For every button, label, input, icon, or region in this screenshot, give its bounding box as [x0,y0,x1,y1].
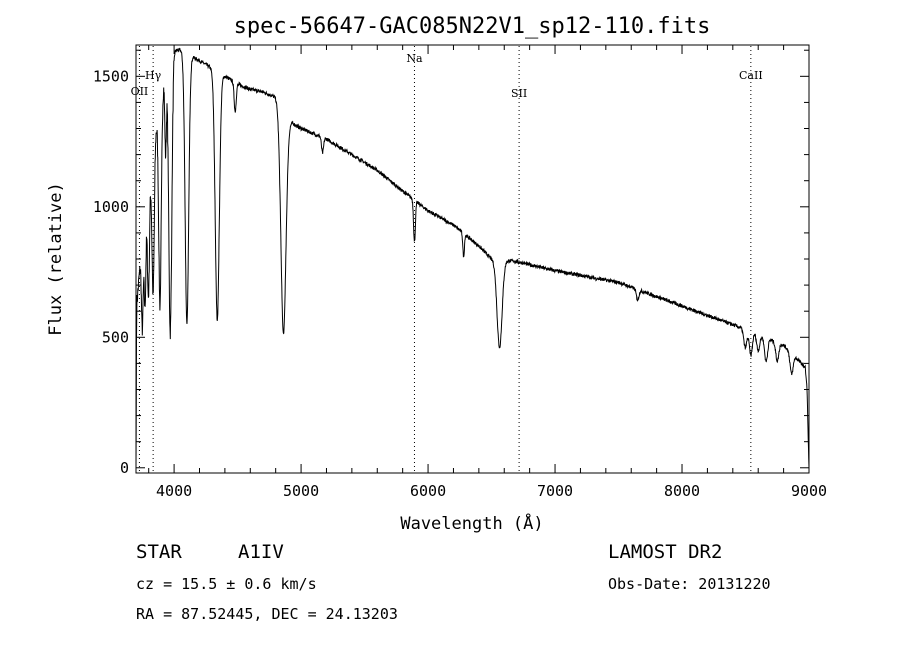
x-tick-label: 6000 [410,482,446,500]
plot-frame [135,44,810,474]
x-tick-label: 8000 [664,482,700,500]
line-label: Na [406,52,423,65]
x-tick-label: 9000 [791,482,827,500]
chart-title: spec-56647-GAC085N22V1_sp12-110.fits [234,14,711,39]
info-block: STAR A1IV LAMOST DR2 cz = 15.5 ± 0.6 km/… [136,541,771,623]
object-subclass: A1IV [238,541,284,563]
survey-name: LAMOST DR2 [608,541,722,563]
line-label: Hγ [145,69,162,82]
x-tick-label: 4000 [156,482,192,500]
redshift-value: cz = 15.5 ± 0.6 km/s [136,575,317,593]
coordinates: RA = 87.52445, DEC = 24.13203 [136,605,398,623]
spectral-line-markers: OII Hγ Na SII CaII [131,46,763,472]
x-tick-label: 5000 [283,482,319,500]
y-tick-label: 1500 [93,67,129,85]
line-label: SII [511,87,527,100]
y-tick-label: 0 [120,459,129,477]
object-class: STAR [136,541,182,563]
x-axis: 4000 5000 6000 7000 8000 9000 [148,45,827,500]
x-tick-label: 7000 [537,482,573,500]
y-tick-label: 500 [102,328,129,346]
line-label: CaII [739,69,763,82]
y-tick-label: 1000 [93,198,129,216]
y-axis: 0 500 1000 1500 [93,49,809,477]
y-axis-label: Flux (relative) [46,182,66,336]
line-label: OII [131,85,149,98]
x-axis-label: Wavelength (Å) [400,512,543,534]
spectrum-series [135,47,810,468]
observation-date: Obs-Date: 20131220 [608,575,771,593]
